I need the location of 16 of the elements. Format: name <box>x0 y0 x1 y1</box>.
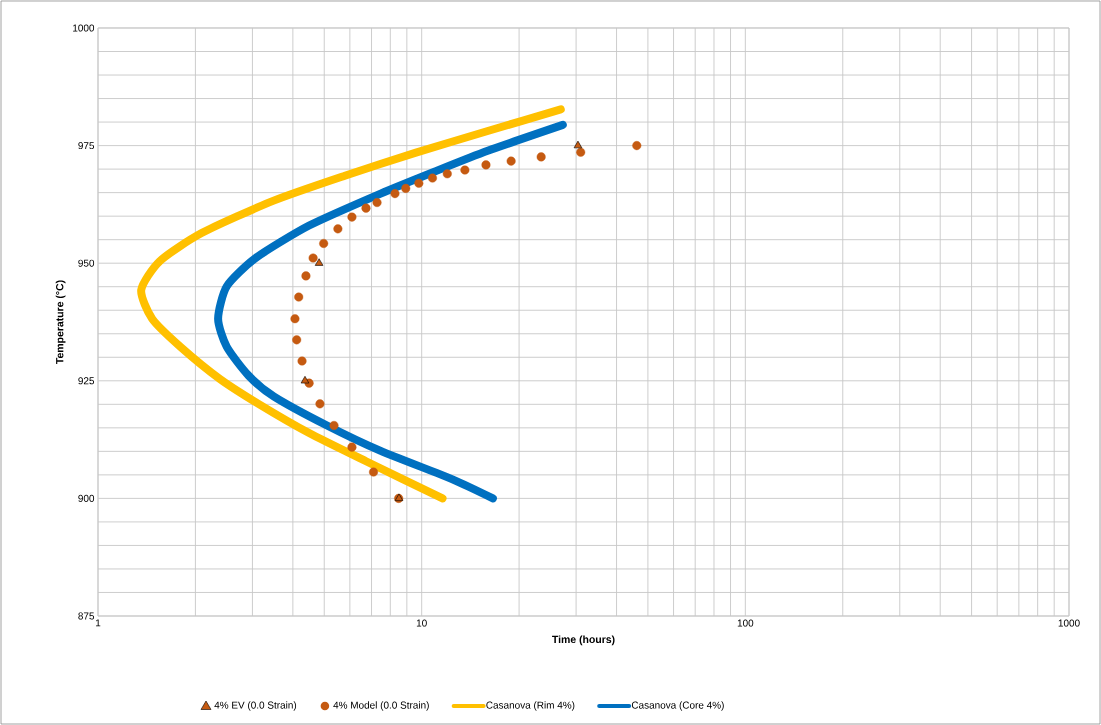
x-tick-label: 1 <box>96 619 101 627</box>
legend-label: 4% EV (0.0 Strain) <box>214 701 297 711</box>
x-tick-label: 10 <box>416 619 427 627</box>
legend-label: Casanova (Rim 4%) <box>486 701 575 711</box>
x-tick-label: 1000 <box>1058 619 1080 627</box>
x-axis-title: Time (hours) <box>552 635 615 646</box>
y-tick-label: 950 <box>78 259 95 267</box>
y-tick-label: 875 <box>78 612 95 620</box>
legend-label: Casanova (Core 4%) <box>631 701 724 711</box>
x-tick-label: 100 <box>737 619 754 627</box>
y-tick-label: 1000 <box>73 24 95 32</box>
y-axis-title: Temperature (°C) <box>55 280 66 364</box>
y-tick-label: 925 <box>78 377 95 385</box>
y-tick-label: 975 <box>78 142 95 150</box>
y-tick-label: 900 <box>78 494 95 502</box>
legend-label: 4% Model (0.0 Strain) <box>333 701 429 711</box>
